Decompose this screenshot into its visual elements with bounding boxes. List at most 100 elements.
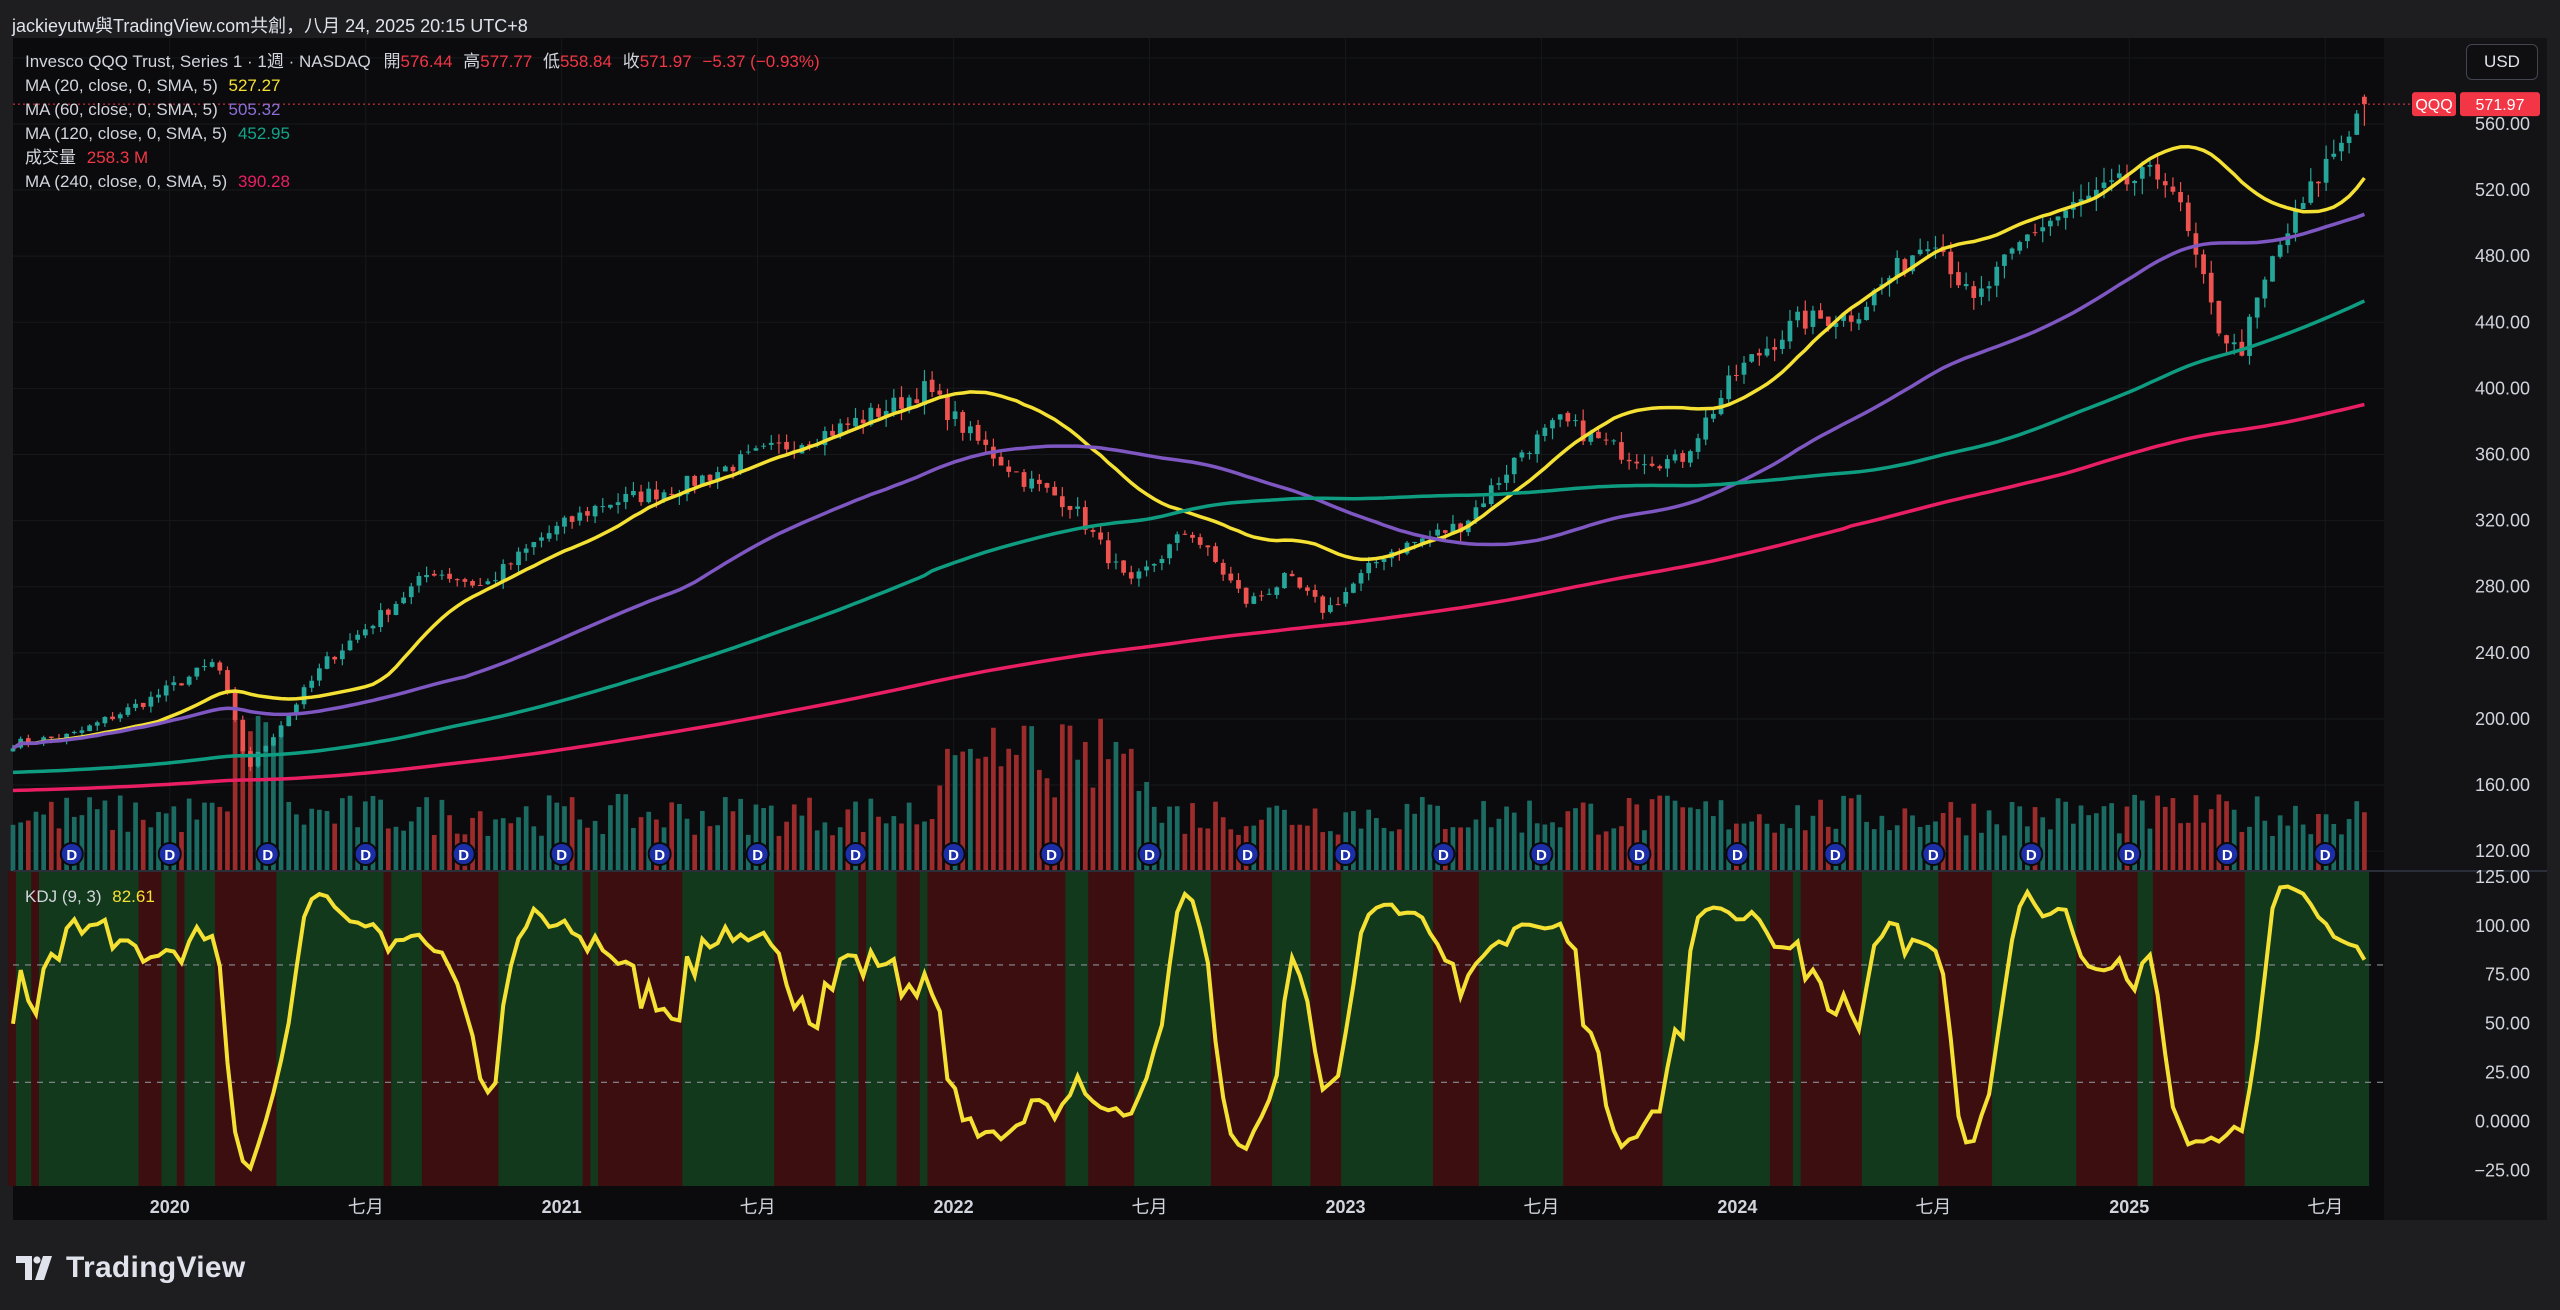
volume-bar [2293,805,2298,871]
dividend-marker-label: D [360,847,371,864]
ma60-legend-label: MA (60, close, 0, SMA, 5) [25,100,218,119]
volume-bar [1634,804,1640,871]
candle-body [2162,181,2168,186]
ma20-legend-row[interactable]: MA (20, close, 0, SMA, 5) 527.27 [25,74,820,98]
volume-bar [1465,827,1471,871]
candle-body [1917,249,1923,255]
volume-bar [1680,807,1686,871]
dividend-marker-label: D [1438,847,1449,864]
volume-bar [1749,821,1755,871]
ma20-legend-value: 527.27 [228,76,281,95]
dividend-marker-label: D [458,847,469,864]
volume-bar [79,815,85,871]
candle-body [745,451,751,453]
candle-body [1021,472,1027,487]
volume-bar [378,799,384,871]
candle-body [1810,310,1816,327]
candle-body [1381,558,1387,562]
volume-bar [1902,808,1908,871]
kdj-tick-label: −25.00 [2474,1160,2530,1180]
volume-bar [408,821,414,871]
volume-bar [2093,813,2099,871]
volume-bar [1864,821,1869,871]
candle-body [699,475,705,485]
ma120-legend-row[interactable]: MA (120, close, 0, SMA, 5) 452.95 [25,122,820,146]
volume-bar [2285,825,2291,871]
volume-bar [1703,801,1709,871]
volume-bar [1986,810,1992,871]
candle-body [1052,486,1058,496]
kdj-bull-band [1478,871,1565,1186]
volume-bar [1580,802,1586,871]
ma240-legend-row[interactable]: MA (240, close, 0, SMA, 5) 390.28 [25,170,820,194]
volume-bar [638,817,644,871]
volume-bar [401,830,406,871]
candle-body [301,687,307,705]
candle-body [615,502,621,505]
currency-button[interactable]: USD [2466,44,2538,80]
volume-bar [761,808,766,871]
ma120-legend-value: 452.95 [237,124,290,143]
kdj-bear-band [1088,871,1136,1186]
volume-bar [1174,806,1180,871]
ma60-legend-row[interactable]: MA (60, close, 0, SMA, 5) 505.32 [25,98,820,122]
candle-body [715,472,721,481]
candle-body [1680,453,1686,462]
kdj-bull-band [391,871,424,1186]
candle-body [1825,316,1831,327]
volume-bar [248,731,253,871]
time-axis-ticks: 2020 七月 2021 七月 2022 七月 2023 七月 2024 七月 2025 七月 [150,1197,2343,1217]
volume-bar [1213,801,1218,871]
volume-bar [738,798,743,871]
candle-body [975,424,981,441]
symbol-legend-row: Invesco QQQ Trust, Series 1 · 1週 · NASDA… [25,50,820,74]
candle-body [631,490,636,496]
kdj-tick-label: 75.00 [2485,965,2530,985]
brand-name: TradingView [66,1251,246,1284]
candle-body [1289,573,1295,577]
candle-body [485,581,491,585]
volume-bar [447,815,452,871]
volume-bar [1113,741,1119,871]
dividend-marker-label: D [850,847,861,864]
volume-bar [1082,741,1088,871]
candle-body [1649,463,1655,466]
dividend-marker [1333,842,1358,866]
candle-body [2025,234,2030,242]
price-tag-value: 571.97 [2476,97,2525,114]
candle-body [2331,153,2337,157]
kdj-bear-band [598,871,685,1186]
volume-bar [1105,759,1111,871]
candle-body [2308,181,2314,203]
volume-bar [2300,824,2306,871]
candle-body [232,692,238,720]
candle-body [569,516,575,522]
candle-body [2078,199,2084,202]
volume-bar [1044,778,1050,871]
volume-bar [1320,832,1326,871]
volume-bar [2254,796,2260,871]
time-tick-label: 2022 [934,1197,974,1217]
volume-bar [722,797,728,871]
volume-bar [1289,824,1295,871]
volume-bar [822,822,828,871]
volume-bar [531,826,537,871]
volume-bar [194,819,200,871]
volume-bar [2124,806,2130,871]
volume-bar [791,804,797,871]
candle-body [163,685,169,696]
dividend-marker [843,842,868,866]
dividend-marker-label: D [1144,847,1155,864]
volume-bar [2208,809,2214,871]
candle-body [477,584,483,586]
volume-bar [148,827,154,871]
candle-body [1657,466,1663,469]
candle-body [1557,414,1563,420]
kdj-legend[interactable]: KDJ (9, 3) 82.61 [25,887,155,907]
volume-legend-row[interactable]: 成交量 258.3 M [25,146,820,170]
volume-bar [1818,799,1823,871]
brand-logo-area[interactable]: TradingView [16,1248,245,1288]
volume-bar [1259,819,1264,871]
kdj-bear-band [896,871,922,1186]
